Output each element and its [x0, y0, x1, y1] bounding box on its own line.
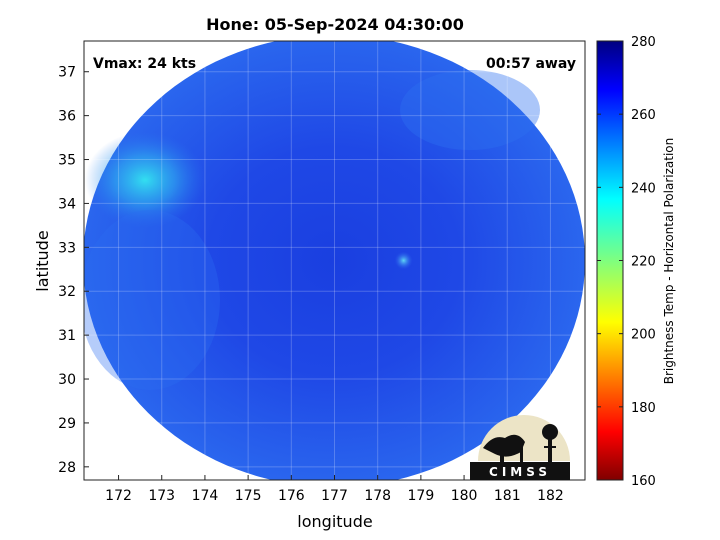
x-tick-label: 178 — [364, 488, 391, 504]
x-axis: 172 173 174 175 176 177 178 179 180 181 182 — [105, 475, 564, 504]
x-tick-label: 174 — [192, 488, 219, 504]
chart-title: Hone: 05-Sep-2024 04:30:00 — [206, 15, 464, 34]
x-axis-label: longitude — [297, 512, 372, 531]
y-tick-label: 32 — [58, 284, 76, 300]
y-tick-label: 30 — [58, 372, 76, 388]
y-tick-label: 29 — [58, 416, 76, 432]
x-tick-label: 175 — [235, 488, 262, 504]
x-tick-label: 179 — [408, 488, 435, 504]
colorbar: 160 180 200 220 240 260 280 Brightness Temp - … — [596, 35, 676, 489]
y-tick-label: 33 — [58, 240, 76, 256]
x-tick-label: 172 — [105, 488, 132, 504]
y-tick-label: 34 — [58, 196, 76, 212]
colorbar-tick-label: 240 — [631, 181, 656, 196]
y-tick-label: 36 — [58, 109, 76, 125]
swath-northeast-band — [400, 70, 540, 150]
plot-area: 172 173 174 175 176 177 178 179 180 181 182 28 29 30… — [58, 40, 586, 504]
x-tick-label: 181 — [494, 488, 521, 504]
time-away-annotation: 00:57 away — [486, 56, 576, 72]
x-tick-label: 177 — [321, 488, 348, 504]
swath-west-band — [84, 210, 220, 390]
y-axis-label: latitude — [33, 230, 52, 291]
x-tick-label: 173 — [148, 488, 175, 504]
colorbar-tick-label: 220 — [631, 255, 656, 270]
colorbar-tick-label: 160 — [631, 474, 656, 489]
colorbar-tick-label: 280 — [631, 35, 656, 50]
x-tick-label: 182 — [537, 488, 564, 504]
colorbar-gradient — [596, 40, 624, 481]
colorbar-tick-label: 180 — [631, 401, 656, 416]
y-axis: 28 29 30 31 32 33 34 35 36 37 — [58, 65, 89, 476]
x-tick-label: 176 — [278, 488, 305, 504]
colorbar-tick-label: 200 — [631, 328, 656, 343]
warm-region — [85, 132, 205, 228]
y-tick-label: 31 — [58, 328, 76, 344]
colorbar-tick-label: 260 — [631, 108, 656, 123]
colorbar-label: Brightness Temp - Horizontal Polarizatio… — [662, 138, 676, 385]
storm-eye — [394, 251, 413, 270]
y-tick-label: 37 — [58, 65, 76, 81]
vmax-annotation: Vmax: 24 kts — [93, 56, 196, 72]
data-swath — [84, 41, 585, 480]
x-tick-label: 180 — [451, 488, 478, 504]
cimss-logo: CIMSS — [470, 415, 570, 480]
y-tick-label: 28 — [58, 460, 76, 476]
logo-lettering: CIMSS — [489, 465, 551, 479]
y-tick-label: 35 — [58, 153, 76, 169]
